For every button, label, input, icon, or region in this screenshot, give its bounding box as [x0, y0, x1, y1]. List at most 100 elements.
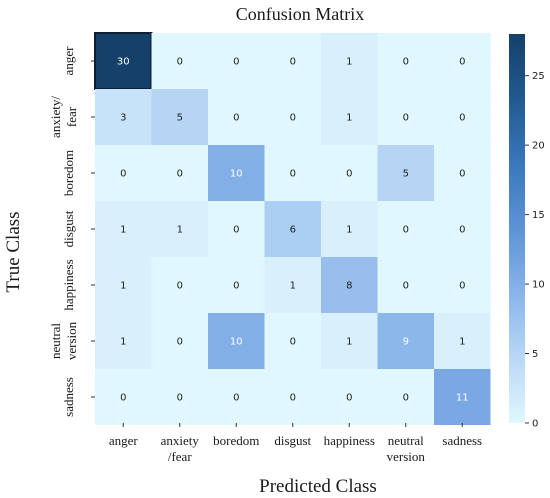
cell-value-label: 0 [177, 281, 183, 292]
heatmap-cell [95, 201, 152, 257]
cell-value-label: 5 [403, 169, 409, 180]
cell-value-label: 0 [403, 393, 409, 404]
heatmap-cell [95, 369, 152, 425]
cell-value-label: 0 [290, 57, 296, 68]
heatmap-cell [208, 33, 265, 89]
heatmap-cell [208, 145, 265, 201]
heatmap-cell [151, 201, 208, 257]
x-tick-labels: anger anxiety/fear boredom disgust happiness… [109, 423, 482, 464]
x-tick-label: boredom [213, 433, 259, 448]
cell-value-label: 0 [233, 393, 239, 404]
heatmap-cell [151, 257, 208, 313]
heatmap-cell [151, 313, 208, 369]
heatmap-cell [321, 257, 378, 313]
heatmap-cell [377, 145, 434, 201]
heatmap-cell [264, 369, 321, 425]
cell-value-label: 30 [117, 57, 130, 68]
cell-value-label: 0 [403, 57, 409, 68]
x-tick-label: neutral version [387, 433, 426, 464]
heatmap-cell [208, 201, 265, 257]
heatmap-cell [95, 257, 152, 313]
cell-value-label: 0 [233, 225, 239, 236]
x-tick-label: happiness [324, 433, 375, 448]
cell-value-label: 0 [403, 281, 409, 292]
cell-value-label: 0 [290, 113, 296, 124]
heatmap-cell [151, 145, 208, 201]
heatmap-cell [208, 89, 265, 145]
heatmap-cell [377, 313, 434, 369]
heatmap-cell [434, 89, 491, 145]
x-tick-label: sadness [442, 433, 482, 448]
colorbar-tick-label: 10 [532, 280, 545, 291]
y-tick-label: sadness [61, 377, 76, 417]
cell-value-label: 0 [459, 113, 465, 124]
heatmap-cell [208, 313, 265, 369]
cell-value-label: 1 [120, 281, 126, 292]
heatmap-cells: 30 0 0 0 1 0 03 5 0 0 1 0 00 0 10 0 0 5 01 1 0 6 1 0 01 0 0 1 8 0 01 0 1… [94, 32, 491, 425]
heatmap-cell [434, 33, 491, 89]
cell-value-label: 0 [290, 169, 296, 180]
heatmap-cell [377, 257, 434, 313]
y-tick-label: happiness [61, 259, 76, 310]
y-tick-label: neutralversion [48, 321, 79, 360]
cell-value-label: 0 [403, 113, 409, 124]
cell-value-label: 0 [290, 393, 296, 404]
colorbar-tick-label: 0 [532, 419, 538, 430]
cell-value-label: 0 [177, 337, 183, 348]
cell-value-label: 0 [120, 393, 126, 404]
heatmap-cell [321, 33, 378, 89]
y-tick-label: boredom [61, 150, 76, 196]
cell-value-label: 0 [459, 169, 465, 180]
cell-value-label: 6 [290, 225, 296, 236]
y-tick-label: anger [61, 46, 76, 76]
cell-value-label: 0 [459, 225, 465, 236]
cell-value-label: 1 [346, 337, 352, 348]
x-tick-label: anxiety/fear [161, 433, 200, 464]
colorbar-ticks: 0 5 10 15 20 25 [525, 71, 545, 430]
heatmap-cell [208, 257, 265, 313]
cell-value-label: 1 [290, 281, 296, 292]
heatmap-cell [321, 313, 378, 369]
cell-value-label: 0 [120, 169, 126, 180]
cell-value-label: 1 [346, 57, 352, 68]
cell-value-label: 1 [177, 225, 183, 236]
cell-value-label: 0 [177, 57, 183, 68]
x-tick-label: anger [109, 433, 139, 448]
heatmap-cell [321, 89, 378, 145]
heatmap-cell [321, 145, 378, 201]
heatmap-cell [434, 369, 491, 425]
cell-value-label: 0 [459, 281, 465, 292]
cell-value-label: 1 [459, 337, 465, 348]
cell-value-label: 1 [346, 113, 352, 124]
colorbar-tick-label: 20 [532, 141, 545, 152]
heatmap-cell [208, 369, 265, 425]
cell-value-label: 0 [177, 169, 183, 180]
y-tick-labels: anger anxiety/fear boredom disgust happiness… [48, 46, 95, 417]
heatmap-cell [264, 89, 321, 145]
cell-value-label: 5 [177, 113, 183, 124]
cell-value-label: 1 [120, 337, 126, 348]
heatmap-cell [377, 33, 434, 89]
cell-value-label: 10 [230, 169, 243, 180]
cell-value-label: 1 [346, 225, 352, 236]
cell-value-label: 0 [290, 337, 296, 348]
heatmap-cell [95, 313, 152, 369]
x-tick-label: disgust [274, 433, 311, 448]
cell-value-label: 10 [230, 337, 243, 348]
heatmap-cell [264, 313, 321, 369]
heatmap-cell [151, 33, 208, 89]
colorbar [509, 34, 525, 423]
heatmap-cell [377, 201, 434, 257]
cell-value-label: 0 [403, 225, 409, 236]
cell-value-label: 0 [233, 57, 239, 68]
cell-value-label: 3 [120, 113, 126, 124]
y-tick-label: anxiety/fear [48, 96, 79, 138]
heatmap-cell [264, 33, 321, 89]
heatmap-cell [264, 257, 321, 313]
cell-value-label: 0 [177, 393, 183, 404]
cell-value-label: 0 [233, 281, 239, 292]
cell-value-label: 9 [403, 337, 409, 348]
cell-value-label: 0 [233, 113, 239, 124]
colorbar-tick-label: 15 [532, 210, 545, 221]
